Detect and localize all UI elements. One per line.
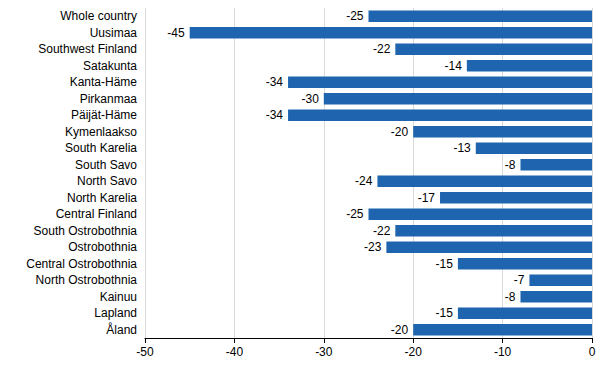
svg-text:-17: -17	[418, 191, 436, 205]
svg-text:-8: -8	[505, 290, 516, 304]
svg-text:-30: -30	[301, 92, 319, 106]
svg-text:-23: -23	[364, 240, 382, 254]
svg-text:-40: -40	[226, 345, 244, 359]
svg-text:North Ostrobothnia: North Ostrobothnia	[36, 273, 138, 287]
svg-text:Päijät-Häme: Päijät-Häme	[71, 108, 137, 122]
svg-text:0: 0	[589, 345, 596, 359]
svg-text:North Savo: North Savo	[77, 174, 137, 188]
svg-text:-8: -8	[505, 158, 516, 172]
svg-text:Kainuu: Kainuu	[100, 290, 137, 304]
svg-text:Åland: Åland	[106, 322, 137, 337]
svg-text:South Ostrobothnia: South Ostrobothnia	[34, 224, 138, 238]
svg-text:-45: -45	[167, 26, 185, 40]
svg-text:-14: -14	[444, 59, 462, 73]
svg-text:-20: -20	[391, 323, 409, 337]
svg-text:South Savo: South Savo	[75, 158, 137, 172]
svg-text:Central Finland: Central Finland	[56, 207, 137, 221]
svg-text:-34: -34	[266, 108, 284, 122]
svg-text:-15: -15	[436, 257, 454, 271]
svg-text:-22: -22	[373, 42, 391, 56]
svg-text:Uusimaa: Uusimaa	[90, 26, 138, 40]
svg-text:-25: -25	[346, 207, 364, 221]
svg-text:-24: -24	[355, 174, 373, 188]
svg-text:-13: -13	[453, 141, 471, 155]
svg-text:-30: -30	[315, 345, 333, 359]
svg-text:Central Ostrobothnia: Central Ostrobothnia	[26, 257, 137, 271]
svg-text:-34: -34	[266, 75, 284, 89]
svg-text:Lapland: Lapland	[94, 306, 137, 320]
svg-text:Kanta-Häme: Kanta-Häme	[70, 75, 138, 89]
svg-text:-15: -15	[436, 306, 454, 320]
svg-text:South Karelia: South Karelia	[65, 141, 137, 155]
svg-text:Pirkanmaa: Pirkanmaa	[80, 92, 138, 106]
svg-text:-25: -25	[346, 9, 364, 23]
svg-text:-10: -10	[494, 345, 512, 359]
svg-text:Satakunta: Satakunta	[83, 59, 137, 73]
svg-text:Whole country: Whole country	[60, 9, 137, 23]
svg-text:Southwest Finland: Southwest Finland	[38, 42, 137, 56]
svg-text:-20: -20	[405, 345, 423, 359]
svg-text:Kymenlaakso: Kymenlaakso	[65, 125, 137, 139]
svg-text:-7: -7	[514, 273, 525, 287]
svg-text:North Karelia: North Karelia	[67, 191, 137, 205]
svg-text:-50: -50	[136, 345, 154, 359]
svg-text:-20: -20	[391, 125, 409, 139]
svg-text:-22: -22	[373, 224, 391, 238]
svg-text:Ostrobothnia: Ostrobothnia	[68, 240, 137, 254]
